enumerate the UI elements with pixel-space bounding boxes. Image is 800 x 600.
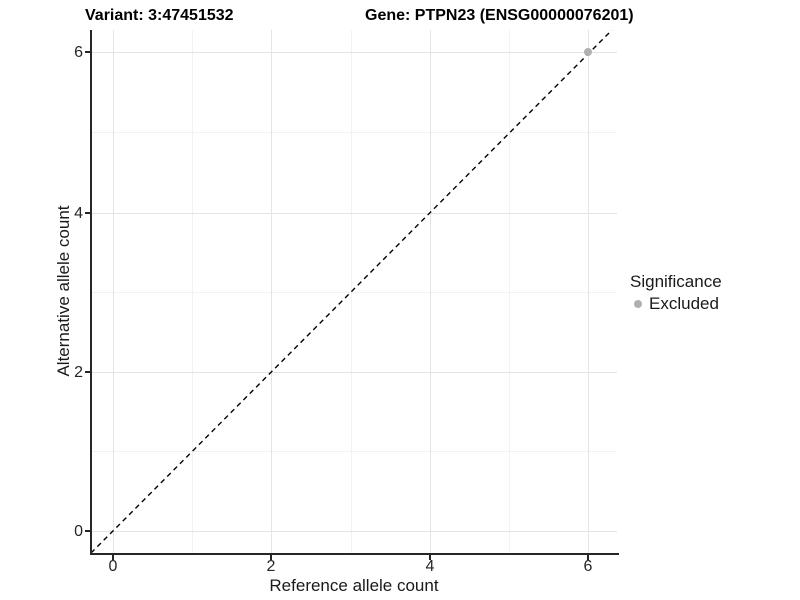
gridline-y-minor xyxy=(91,132,617,133)
y-tick xyxy=(85,212,90,214)
y-tick-label: 6 xyxy=(74,44,83,61)
y-tick-label: 0 xyxy=(74,523,83,540)
y-tick-label: 4 xyxy=(74,205,83,222)
gridline-y-major xyxy=(91,213,617,214)
x-tick xyxy=(112,555,114,560)
legend-item-excluded: Excluded xyxy=(630,294,722,313)
gridline-y-major xyxy=(91,52,617,53)
y-tick xyxy=(85,530,90,532)
y-tick xyxy=(85,371,90,373)
y-tick xyxy=(85,51,90,53)
x-tick xyxy=(270,555,272,560)
plot-panel xyxy=(91,30,617,553)
legend: Significance Excluded xyxy=(630,272,722,313)
x-axis-line xyxy=(90,553,619,555)
y-axis-line xyxy=(90,30,92,555)
gridline-x-minor xyxy=(509,30,510,553)
x-tick-label: 0 xyxy=(108,558,118,575)
excluded-point-icon xyxy=(634,299,642,308)
y-tick-label: 2 xyxy=(74,364,83,381)
gridline-x-major xyxy=(430,30,431,553)
gridline-y-major xyxy=(91,531,617,532)
data-point xyxy=(584,48,593,57)
x-tick xyxy=(429,555,431,560)
legend-item-label: Excluded xyxy=(649,294,719,313)
gridline-y-major xyxy=(91,372,617,373)
x-tick-label: 4 xyxy=(425,558,435,575)
gridline-y-minor xyxy=(91,451,617,452)
y-axis-title: Alternative allele count xyxy=(54,205,73,377)
gridline-x-major xyxy=(271,30,272,553)
x-tick xyxy=(587,555,589,560)
legend-title: Significance xyxy=(630,272,722,291)
plot-title-variant: Variant: 3:47451532 xyxy=(85,7,234,24)
x-tick-label: 6 xyxy=(583,558,593,575)
gridline-x-minor xyxy=(192,30,193,553)
x-axis-title: Reference allele count xyxy=(269,576,439,595)
plot-title-gene: Gene: PTPN23 (ENSG00000076201) xyxy=(365,7,634,24)
gridline-y-minor xyxy=(91,292,617,293)
gridline-x-major xyxy=(588,30,589,553)
x-tick-label: 2 xyxy=(266,558,276,575)
identity-line xyxy=(91,30,613,553)
gridline-x-major xyxy=(113,30,114,553)
